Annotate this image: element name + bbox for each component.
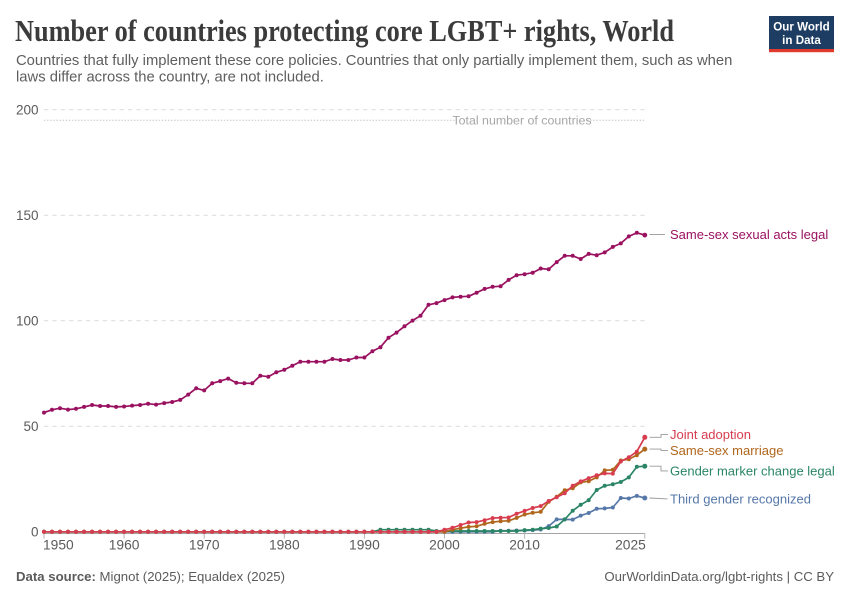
svg-text:1990: 1990 [349,538,380,553]
svg-text:OurWorldinData.org/lgbt-rights: OurWorldinData.org/lgbt-rights | CC BY [604,569,834,584]
svg-text:Total number of countries: Total number of countries [452,113,591,127]
svg-text:0: 0 [31,525,39,540]
svg-text:Countries that fully implement: Countries that fully implement these cor… [16,53,732,69]
svg-text:1960: 1960 [109,538,140,553]
svg-text:1980: 1980 [269,538,300,553]
svg-text:Data source: Mignot (2025); Eq: Data source: Mignot (2025); Equaldex (20… [16,569,285,584]
svg-text:100: 100 [16,314,39,329]
svg-text:150: 150 [16,208,39,223]
svg-text:Gender marker change legal: Gender marker change legal [670,464,835,479]
svg-text:2000: 2000 [429,538,460,553]
svg-text:1950: 1950 [43,538,74,553]
svg-text:laws differ across the country: laws differ across the country, are not … [16,70,324,86]
svg-text:200: 200 [16,103,39,118]
svg-text:Same-sex marriage: Same-sex marriage [670,443,783,458]
svg-text:Same-sex sexual acts legal: Same-sex sexual acts legal [670,227,828,242]
svg-text:in Data: in Data [782,34,821,47]
svg-text:1970: 1970 [189,538,220,553]
svg-text:Number of countries protecting: Number of countries protecting core LGBT… [15,13,674,48]
svg-text:2025: 2025 [615,538,646,553]
svg-text:Joint adoption: Joint adoption [670,427,751,442]
svg-text:Our World: Our World [773,21,829,34]
svg-text:Third gender recognized: Third gender recognized [670,492,811,507]
svg-text:2010: 2010 [509,538,540,553]
svg-text:50: 50 [23,419,38,434]
